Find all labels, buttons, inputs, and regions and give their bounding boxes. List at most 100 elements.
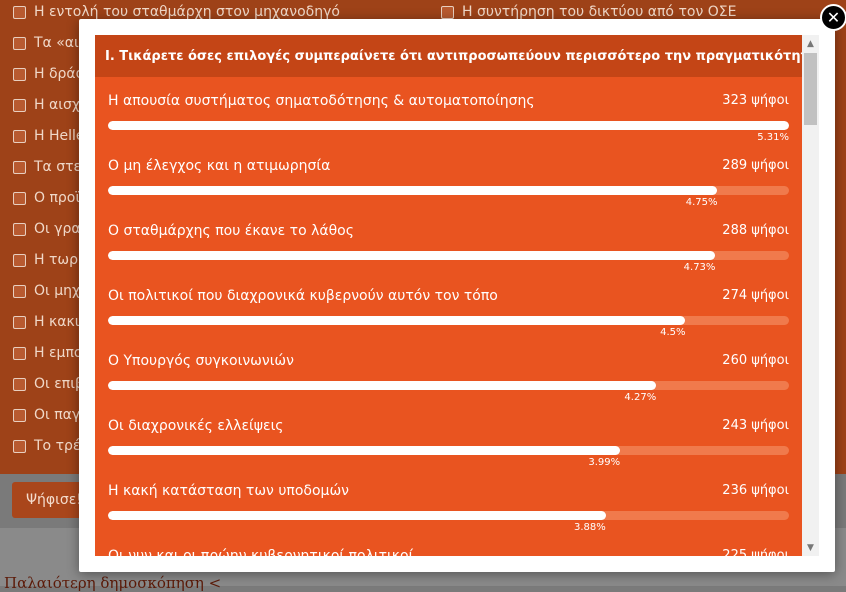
- checkbox[interactable]: [13, 36, 26, 50]
- background-option-label: Η εμπο: [34, 345, 83, 361]
- result-row: Η κακή κατάσταση των υποδομών 236 ψήφοι 3.…: [95, 467, 802, 533]
- background-option[interactable]: Η αισχρ: [13, 97, 89, 113]
- background-option-label: Το τρέν: [34, 438, 89, 454]
- checkbox[interactable]: [13, 284, 26, 298]
- checkbox[interactable]: [13, 129, 26, 143]
- results-header: I. Τικάρετε όσες επιλογές συμπεραίνετε ό…: [95, 35, 802, 77]
- result-percent: 3.88%: [574, 522, 606, 533]
- checkbox[interactable]: [13, 377, 26, 391]
- background-option[interactable]: Οι παγι: [13, 407, 85, 423]
- scroll-down-icon[interactable]: ▼: [807, 542, 814, 553]
- background-option[interactable]: Οι επιβ: [13, 376, 84, 392]
- scrollbar[interactable]: ▲ ▼: [802, 35, 819, 556]
- background-option-label: Οι παγι: [34, 407, 85, 423]
- background-option[interactable]: Η τωριν: [13, 252, 91, 268]
- background-option-label: Η συντήρηση του δικτύου από τον ΟΣΕ: [462, 4, 737, 20]
- result-row: Ο σταθμάρχης που έκανε το λάθος 288 ψήφοι…: [95, 207, 802, 273]
- checkbox[interactable]: [13, 439, 26, 453]
- result-label: Η απουσία συστήματος σηματοδότησης & αυτ…: [108, 93, 535, 109]
- older-polls-link[interactable]: Παλαιότερη δημοσκόπηση <: [4, 574, 222, 592]
- background-option[interactable]: Η εμπο: [13, 345, 82, 361]
- background-option-label: Τα «αιώ: [34, 35, 91, 51]
- background-option-label: Τα στελ: [34, 159, 90, 175]
- result-votes: 243 ψήφοι: [722, 418, 789, 433]
- result-label: Η κακή κατάσταση των υποδομών: [108, 483, 349, 499]
- result-votes: 323 ψήφοι: [722, 93, 789, 108]
- background-option[interactable]: Οι μηχα: [13, 283, 89, 299]
- background-option-label: Η δράσ: [34, 66, 85, 82]
- checkbox[interactable]: [13, 346, 26, 360]
- result-votes: 274 ψήφοι: [722, 288, 789, 303]
- result-bar-fill: [108, 121, 789, 130]
- result-bar-track: [108, 121, 789, 130]
- result-label: Ο μη έλεγχος και η ατιμωρησία: [108, 158, 331, 174]
- results-rows: Η απουσία συστήματος σηματοδότησης & αυτ…: [95, 77, 802, 556]
- result-bar-track: [108, 251, 789, 260]
- vote-button[interactable]: Ψήφισε!: [12, 482, 86, 518]
- background-option[interactable]: Η συντήρηση του δικτύου από τον ΟΣΕ: [441, 4, 736, 20]
- background-option[interactable]: Η εντολή του σταθμάρχη στον μηχανοδηγό: [13, 4, 340, 20]
- result-row: Η απουσία συστήματος σηματοδότησης & αυτ…: [95, 77, 802, 143]
- result-row: Οι πολιτικοί που διαχρονικά κυβερνούν αυ…: [95, 272, 802, 338]
- background-option[interactable]: Η κακιά: [13, 314, 89, 330]
- result-label: Οι πολιτικοί που διαχρονικά κυβερνούν αυ…: [108, 288, 498, 304]
- background-option[interactable]: Η δράσ: [13, 66, 85, 82]
- background-option[interactable]: Τα στελ: [13, 159, 89, 175]
- background-option[interactable]: Το τρέν: [13, 438, 88, 454]
- result-votes: 225 ψήφοι: [722, 548, 789, 556]
- checkbox[interactable]: [13, 408, 26, 422]
- result-bar-track: [108, 381, 789, 390]
- result-label: Ο σταθμάρχης που έκανε το λάθος: [108, 223, 354, 239]
- result-percent: 4.27%: [624, 392, 657, 403]
- checkbox[interactable]: [13, 191, 26, 205]
- result-row: Ο Υπουργός συγκοινωνιών 260 ψήφοι 4.27%: [95, 337, 802, 403]
- background-option-label: Η τωριν: [34, 252, 91, 268]
- checkbox[interactable]: [13, 98, 26, 112]
- close-icon[interactable]: ✕: [820, 4, 846, 31]
- result-percent: 4.75%: [685, 197, 718, 208]
- result-bar-track: [108, 316, 789, 325]
- checkbox[interactable]: [13, 67, 26, 81]
- background-option-label: Οι επιβ: [34, 376, 84, 392]
- scroll-up-icon[interactable]: ▲: [807, 38, 814, 49]
- background-option-label: Η εντολή του σταθμάρχη στον μηχανοδηγό: [34, 4, 340, 20]
- result-percent: 4.73%: [683, 262, 716, 273]
- result-label: Οι διαχρονικές ελλείψεις: [108, 418, 284, 434]
- background-option-label: Οι γραμ: [34, 221, 90, 237]
- result-bar-fill: [108, 186, 718, 195]
- background-option-label: Η Hellen: [34, 128, 94, 144]
- result-row: Ο μη έλεγχος και η ατιμωρησία 289 ψήφοι 4.…: [95, 142, 802, 208]
- background-option-label: Ο προϊσ: [34, 190, 89, 206]
- background-option[interactable]: Ο προϊσ: [13, 190, 89, 206]
- checkbox[interactable]: [13, 315, 26, 329]
- result-percent: 4.5%: [660, 327, 686, 338]
- scroll-thumb[interactable]: [804, 53, 817, 125]
- checkbox[interactable]: [441, 5, 454, 19]
- results-list[interactable]: I. Τικάρετε όσες επιλογές συμπεραίνετε ό…: [95, 35, 802, 556]
- result-row: Οι διαχρονικές ελλείψεις 243 ψήφοι 3.99%: [95, 402, 802, 468]
- result-bar-fill: [108, 446, 621, 455]
- background-option[interactable]: Οι γραμ: [13, 221, 90, 237]
- checkbox[interactable]: [13, 5, 26, 19]
- result-bar-fill: [108, 251, 716, 260]
- result-bar-fill: [108, 381, 657, 390]
- result-percent: 3.99%: [588, 457, 621, 468]
- result-bar-fill: [108, 316, 686, 325]
- background-option[interactable]: Η Hellen: [13, 128, 93, 144]
- checkbox[interactable]: [13, 222, 26, 236]
- result-votes: 289 ψήφοι: [722, 158, 789, 173]
- result-row: Οι νυν και οι πρώην κυβερνητικοί πολιτικ…: [95, 532, 802, 556]
- result-votes: 260 ψήφοι: [722, 353, 789, 368]
- result-percent: 5.31%: [757, 132, 789, 143]
- background-option[interactable]: Τα «αιώ: [13, 35, 91, 51]
- background-option-label: Η κακιά: [34, 314, 89, 330]
- result-bar-track: [108, 446, 789, 455]
- result-bar-track: [108, 511, 789, 520]
- result-label: Οι νυν και οι πρώην κυβερνητικοί πολιτικ…: [108, 548, 414, 556]
- result-label: Ο Υπουργός συγκοινωνιών: [108, 353, 294, 369]
- result-votes: 288 ψήφοι: [722, 223, 789, 238]
- checkbox[interactable]: [13, 160, 26, 174]
- background-option-label: Οι μηχα: [34, 283, 90, 299]
- checkbox[interactable]: [13, 253, 26, 267]
- result-bar-fill: [108, 511, 606, 520]
